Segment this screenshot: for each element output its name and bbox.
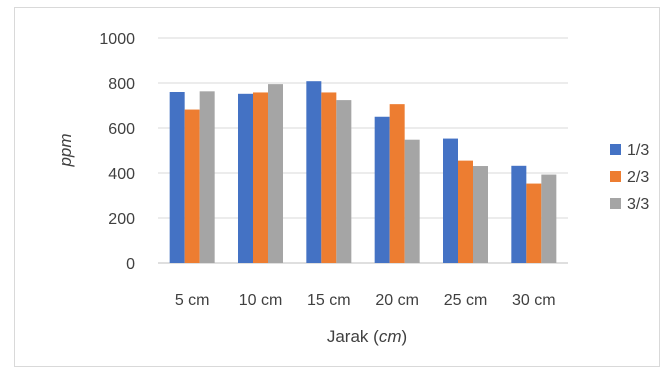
x-tick-label: 30 cm	[512, 292, 556, 309]
y-tick-labels: 0 200 400 600 800 1000	[99, 31, 135, 273]
bar-3-3-10cm	[268, 84, 283, 263]
bar-3-3-30cm	[541, 174, 557, 263]
bar-1-3-25cm	[443, 138, 458, 263]
bars	[169, 81, 557, 264]
bar-2-3-5cm	[184, 109, 200, 263]
y-tick-label: 0	[126, 256, 135, 273]
legend: 1/3 2/3 3/3	[610, 142, 649, 213]
bar-2-3-15cm	[321, 92, 337, 263]
x-axis-title: Jarak (cm)	[327, 327, 407, 346]
x-tick-label: 20 cm	[375, 292, 419, 309]
bar-2-3-30cm	[526, 183, 542, 263]
legend-label: 1/3	[627, 142, 649, 159]
bar-2-3-25cm	[458, 160, 473, 263]
bar-2-3-10cm	[253, 92, 268, 263]
x-tick-label: 25 cm	[444, 292, 488, 309]
gridlines	[158, 37, 568, 264]
bar-1-3-15cm	[306, 81, 322, 263]
y-tick-label: 800	[108, 76, 135, 93]
y-axis-title: ppm	[56, 133, 75, 167]
bar-1-3-30cm	[511, 165, 527, 263]
bar-3-3-15cm	[336, 100, 352, 263]
x-tick-label: 15 cm	[307, 292, 351, 309]
legend-swatch	[610, 144, 621, 155]
bar-3-3-20cm	[404, 139, 420, 263]
bar-1-3-5cm	[169, 92, 185, 263]
legend-swatch	[610, 171, 621, 182]
bar-3-3-5cm	[199, 91, 215, 263]
y-tick-label: 1000	[99, 31, 135, 48]
x-tick-labels: 5 cm 10 cm 15 cm 20 cm 25 cm 30 cm	[175, 292, 556, 309]
y-tick-label: 400	[108, 166, 135, 183]
bar-2-3-20cm	[389, 104, 405, 264]
bar-1-3-10cm	[238, 93, 253, 263]
legend-label: 3/3	[627, 196, 649, 213]
x-tick-label: 5 cm	[175, 292, 210, 309]
y-tick-label: 200	[108, 211, 135, 228]
x-tick-label: 10 cm	[239, 292, 283, 309]
legend-swatch	[610, 198, 621, 209]
bar-3-3-25cm	[473, 166, 488, 263]
y-tick-label: 600	[108, 121, 135, 138]
legend-label: 2/3	[627, 169, 649, 186]
bar-1-3-20cm	[374, 116, 390, 263]
